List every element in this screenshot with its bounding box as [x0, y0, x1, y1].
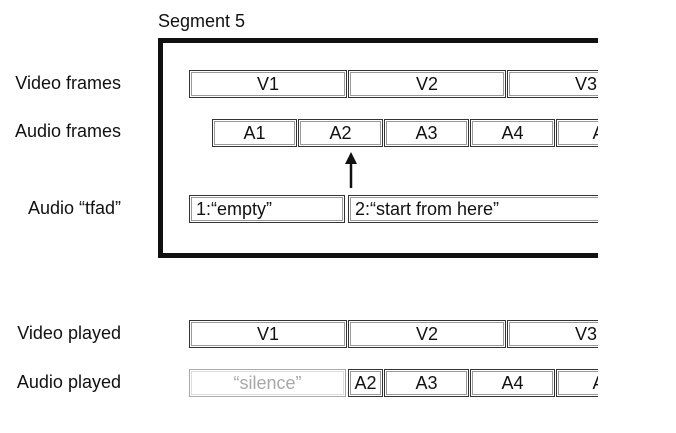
- label-audio-played: Audio played: [16, 372, 121, 392]
- video-frame: V1: [189, 70, 347, 98]
- up-arrow-icon: [345, 152, 357, 188]
- tfad-entry: 2:“start from here”: [348, 195, 598, 223]
- audio-frame: A4: [470, 119, 555, 147]
- label-video-played: Video played: [17, 323, 121, 343]
- audio-played-frame: A3: [384, 369, 469, 397]
- audio-played-frame: A4: [470, 369, 555, 397]
- frames-area: V1 V2 V3 A1 A2 A3 A4 A 1:“empty” 2:“star…: [158, 38, 598, 397]
- audio-played-frame: A: [556, 369, 598, 397]
- segment-title: Segment 5: [158, 11, 246, 31]
- segment-box: [158, 38, 598, 258]
- video-played-frame: V1: [189, 320, 347, 348]
- video-frame: V3: [507, 70, 598, 98]
- video-played-frame: V3: [507, 320, 598, 348]
- tfad-entry: 1:“empty”: [189, 195, 345, 223]
- label-video-frames: Video frames: [15, 73, 121, 93]
- label-audio-tfad: Audio “tfad”: [27, 198, 121, 218]
- audio-frame: A1: [212, 119, 297, 147]
- label-audio-frames: Audio frames: [14, 121, 121, 141]
- video-played-frame: V2: [348, 320, 506, 348]
- audio-frame: A3: [384, 119, 469, 147]
- audio-frame: A2: [298, 119, 383, 147]
- audio-frame: A: [556, 119, 598, 147]
- audio-played-frame: A2: [348, 369, 383, 397]
- silence-frame: “silence”: [189, 369, 346, 397]
- video-frame: V2: [348, 70, 506, 98]
